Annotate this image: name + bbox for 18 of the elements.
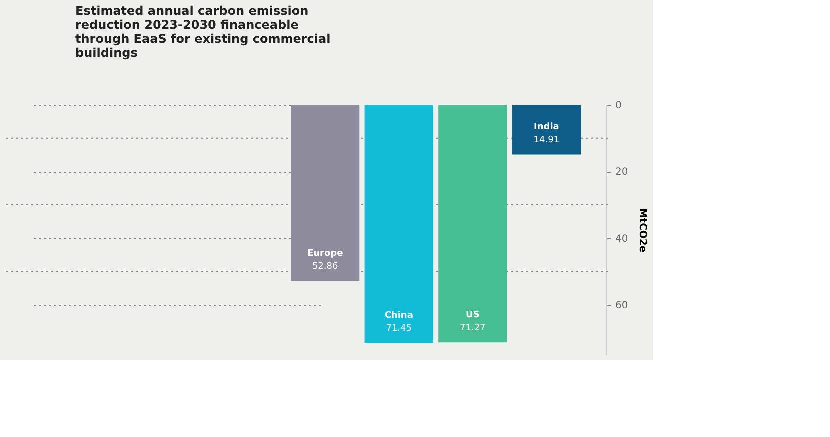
y-tick-label: 20 xyxy=(616,167,628,178)
x-tick-label: Europe xyxy=(307,249,344,260)
bar xyxy=(512,105,581,155)
data-label: 71.27 xyxy=(460,324,486,334)
y-axis-title: MtCO2e xyxy=(637,208,648,253)
bar xyxy=(438,105,508,343)
y-tick-label: 40 xyxy=(616,234,628,245)
bar xyxy=(291,105,360,282)
x-tick-label: US xyxy=(466,310,480,321)
bar xyxy=(364,105,434,344)
x-tick-label: China xyxy=(384,311,414,322)
data-label: 71.45 xyxy=(386,324,412,334)
data-label: 14.91 xyxy=(534,136,560,146)
y-tick-label: 60 xyxy=(616,300,628,312)
x-tick-label: India xyxy=(534,122,560,133)
y-tick-label: 0 xyxy=(616,100,622,112)
chart-title: Estimated annual carbon emission reduction 2023-2030 financeable through EaaS for existing commercial buildings xyxy=(76,4,331,60)
data-label: 52.86 xyxy=(312,262,338,272)
